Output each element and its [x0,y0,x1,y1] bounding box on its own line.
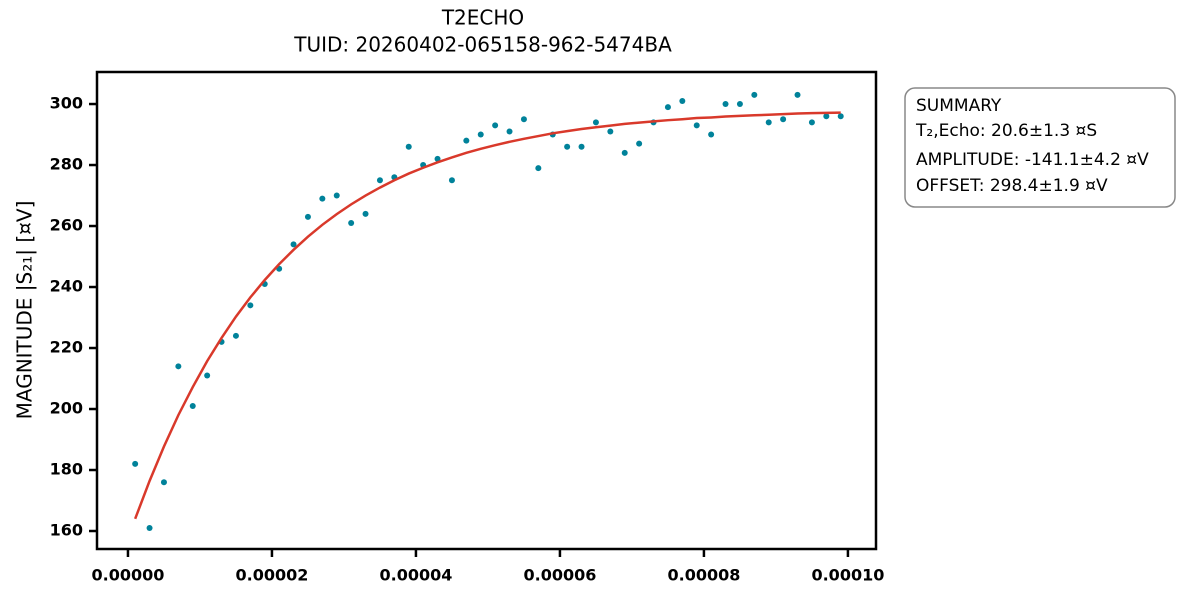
data-point [837,113,844,120]
data-point [477,131,484,138]
y-tick-label: 220 [50,338,83,357]
data-point [463,137,470,144]
data-point [808,119,815,126]
data-point [492,122,499,129]
x-tick-label: 0.00008 [667,566,740,585]
y-axis-label: MAGNITUDE |S₂₁| [¤V] [13,201,37,420]
summary-line: T₂,Echo: 20.6±1.3 ¤S [915,121,1097,141]
data-point [448,177,455,184]
summary-line: AMPLITUDE: -141.1±4.2 ¤V [916,150,1149,170]
summary-line: OFFSET: 298.4±1.9 ¤V [916,176,1108,196]
data-point [722,101,729,108]
summary-title: SUMMARY [916,96,1002,116]
data-point [232,332,239,339]
x-tick-label: 0.00000 [92,566,165,585]
data-point [348,219,355,226]
summary-box [904,87,1176,208]
data-point [592,119,599,126]
y-tick-label: 260 [50,216,83,235]
data-point [189,402,196,409]
data-point [794,91,801,98]
data-point [520,116,527,123]
data-point [132,460,139,467]
x-tick-label: 0.00002 [236,566,309,585]
data-point [708,131,715,138]
data-point [304,213,311,220]
data-point [736,101,743,108]
data-point [578,143,585,150]
data-point [362,210,369,217]
data-point [434,155,441,162]
data-point [765,119,772,126]
data-point [679,97,686,104]
data-point [664,104,671,111]
data-point [160,479,167,486]
data-point [636,140,643,147]
chart-subtitle: TUID: 20260402-065158-962-5474BA [293,33,672,57]
data-point [607,128,614,135]
data-point [333,192,340,199]
data-point [290,241,297,248]
data-point [693,122,700,129]
data-point [376,177,383,184]
data-point [751,91,758,98]
y-tick-label: 160 [50,521,83,540]
data-point [780,116,787,123]
data-point [823,113,830,120]
data-point [175,363,182,370]
y-tick-label: 300 [50,94,83,113]
data-point [564,143,571,150]
data-point [621,149,628,156]
data-point [405,143,412,150]
x-tick-label: 0.00004 [380,566,453,585]
data-point [146,524,153,531]
data-point [247,302,254,309]
x-tick-label: 0.00010 [811,566,884,585]
data-point [535,165,542,172]
y-tick-label: 200 [50,399,83,418]
y-tick-label: 240 [50,277,83,296]
chart-title: T2ECHO [441,6,524,30]
fit-line [133,111,841,520]
plot-frame [95,70,878,551]
data-point [204,372,211,379]
y-tick-label: 280 [50,155,83,174]
data-point [319,195,326,202]
y-tick-label: 180 [50,460,83,479]
data-point [506,128,513,135]
x-tick-label: 0.00006 [523,566,596,585]
